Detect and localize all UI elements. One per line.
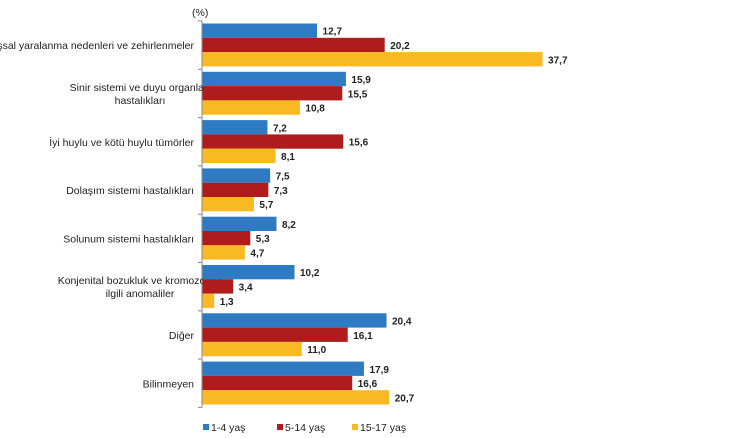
bar-1-4-ya--0 [202,23,318,38]
data-label: 7,5 [276,172,290,183]
bar-15-17-ya--4 [202,245,245,260]
legend-label: 15-17 yaş [360,422,406,434]
bar-5-14-ya--1 [202,86,343,101]
data-label: 7,2 [273,123,287,134]
legend-swatch [277,424,283,430]
legend-swatch [352,424,358,430]
bar-5-14-ya--5 [202,279,234,294]
bar-5-14-ya--4 [202,231,251,246]
legend-label: 5-14 yaş [285,422,325,434]
bar-5-14-ya--3 [202,182,269,197]
data-label: 16,6 [358,379,378,390]
bar-1-4-ya--6 [202,313,387,328]
data-label: 4,7 [250,248,264,259]
data-label: 8,1 [281,152,295,163]
data-label: 15,5 [348,89,368,100]
category-label: İyi huylu ve kötü huylu tümörler [49,136,194,149]
data-label: 11,0 [307,345,326,356]
data-label: 20,7 [395,393,415,404]
bar-5-14-ya--0 [202,37,385,53]
data-label: 1,3 [220,297,234,308]
legend-swatch [203,424,209,430]
bar-1-4-ya--3 [202,168,271,183]
category-label: Bilinmeyen [143,378,195,390]
data-label: 17,9 [369,365,389,376]
data-label: 16,1 [353,331,373,342]
bar-1-4-ya--5 [202,265,295,280]
data-label: 7,3 [274,186,288,197]
category-label: Sinir sistemi ve duyu organları hastalıkl… [70,82,211,107]
bar-5-14-ya--2 [202,134,344,149]
data-label: 20,2 [390,41,410,52]
bar-15-17-ya--5 [202,293,215,308]
unit-label: (%) [192,7,208,19]
bar-5-14-ya--7 [202,375,353,391]
category-label: Konjenital bozukluk ve kromozomla ilgili … [58,275,223,300]
data-label: 15,9 [351,75,371,86]
bar-1-4-ya--7 [202,361,364,376]
bar-1-4-ya--1 [202,71,346,87]
data-label: 5,3 [256,234,270,245]
data-label: 10,8 [305,104,325,115]
data-label: 3,4 [239,282,253,293]
data-label: 8,2 [282,220,296,231]
category-label: Diğer [169,330,195,342]
bar-15-17-ya--3 [202,197,254,212]
data-label: 12,7 [323,27,343,38]
data-label: 20,4 [392,316,412,327]
data-label: 37,7 [548,55,568,66]
bar-1-4-ya--4 [202,216,277,231]
bar-15-17-ya--6 [202,341,302,357]
bar-15-17-ya--7 [202,390,390,405]
data-label: 15,6 [349,138,369,149]
category-label: Dolaşım sistemi hastalıkları [66,185,194,197]
data-label: 5,7 [259,200,273,211]
legend-label: 1-4 yaş [211,422,245,434]
bar-5-14-ya--6 [202,327,348,342]
category-label: Solunum sistemi hastalıkları [63,233,194,245]
bar-1-4-ya--2 [202,120,268,135]
data-label: 10,2 [300,268,320,279]
bar-15-17-ya--1 [202,100,300,115]
bar-15-17-ya--0 [202,52,543,67]
category-label: Dışsal yaralanma nedenleri ve zehirlenme… [0,40,194,52]
bar-15-17-ya--2 [202,148,276,163]
legend: 1-4 yaş 5-14 yaş 15-17 yaş [203,422,406,434]
